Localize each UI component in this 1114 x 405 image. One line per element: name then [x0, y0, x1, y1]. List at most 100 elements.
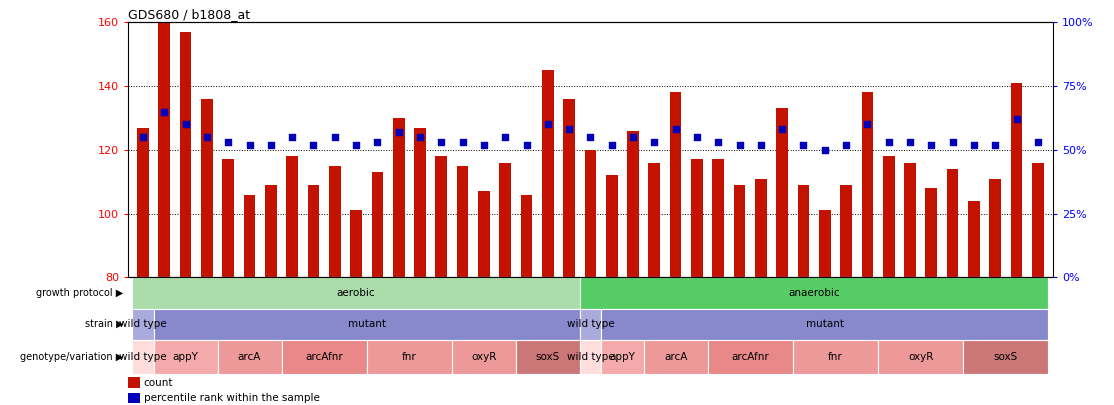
Bar [350, 211, 362, 277]
Bar [602, 309, 1048, 340]
Point [880, 139, 898, 145]
Bar [670, 92, 682, 277]
Point [453, 139, 471, 145]
Text: appY: appY [173, 352, 198, 362]
Bar [964, 340, 1048, 374]
Point [1007, 116, 1025, 122]
Point [666, 126, 684, 133]
Text: arcAfnr: arcAfnr [731, 352, 769, 362]
Bar [223, 160, 234, 277]
Bar [154, 340, 217, 374]
Bar [606, 175, 617, 277]
Bar [691, 160, 703, 277]
Bar [1010, 83, 1023, 277]
Point [1029, 139, 1047, 145]
Text: soxS: soxS [536, 352, 560, 362]
Bar [819, 211, 831, 277]
Text: fnr: fnr [402, 352, 417, 362]
Point [177, 121, 195, 128]
Bar [158, 22, 170, 277]
Point [283, 134, 301, 141]
Point [219, 139, 237, 145]
Point [815, 147, 833, 153]
Bar [282, 340, 367, 374]
Bar [541, 70, 554, 277]
Text: aerobic: aerobic [336, 288, 375, 298]
Text: fnr: fnr [828, 352, 843, 362]
Point [794, 141, 812, 148]
Point [582, 134, 599, 141]
Text: mutant: mutant [805, 319, 843, 329]
Point [859, 121, 877, 128]
Bar [1032, 163, 1044, 277]
Point [262, 141, 280, 148]
Bar [989, 179, 1001, 277]
Point [156, 109, 174, 115]
Bar [133, 340, 154, 374]
Point [688, 134, 706, 141]
Bar [133, 309, 154, 340]
Bar [627, 131, 639, 277]
Bar [371, 172, 383, 277]
Point [390, 129, 408, 135]
Text: GDS680 / b1808_at: GDS680 / b1808_at [128, 8, 251, 21]
Bar [793, 340, 878, 374]
Point [326, 134, 344, 141]
Bar [137, 128, 149, 277]
Point [965, 141, 983, 148]
Point [773, 126, 791, 133]
Text: arcA: arcA [238, 352, 262, 362]
Bar [179, 32, 192, 277]
Bar [452, 340, 516, 374]
Point [710, 139, 727, 145]
Bar [457, 166, 469, 277]
Bar [882, 156, 895, 277]
Bar [776, 109, 788, 277]
Bar [755, 179, 766, 277]
Point [901, 139, 919, 145]
Bar [878, 340, 964, 374]
Bar [648, 163, 661, 277]
Bar [734, 185, 745, 277]
Text: oxyR: oxyR [471, 352, 497, 362]
Point [369, 139, 387, 145]
Text: wild type: wild type [567, 352, 614, 362]
Point [986, 141, 1004, 148]
Point [539, 121, 557, 128]
Bar [947, 169, 958, 277]
Text: percentile rank within the sample: percentile rank within the sample [144, 393, 320, 403]
Bar [585, 150, 596, 277]
Point [134, 134, 152, 141]
Bar [217, 340, 282, 374]
Bar [436, 156, 447, 277]
Bar [564, 99, 575, 277]
Point [624, 134, 642, 141]
Bar [926, 188, 937, 277]
Point [432, 139, 450, 145]
Bar [329, 166, 341, 277]
Text: count: count [144, 377, 174, 388]
Point [497, 134, 515, 141]
Text: anaerobic: anaerobic [789, 288, 840, 298]
Text: arcAfnr: arcAfnr [305, 352, 343, 362]
Point [475, 141, 492, 148]
Text: genotype/variation ▶: genotype/variation ▶ [20, 352, 124, 362]
Bar [286, 156, 299, 277]
Bar [154, 309, 579, 340]
Bar [968, 201, 979, 277]
Point [518, 141, 536, 148]
Bar [478, 191, 490, 277]
Point [560, 126, 578, 133]
Bar [499, 163, 511, 277]
Point [198, 134, 216, 141]
Bar [707, 340, 793, 374]
Point [645, 139, 663, 145]
Bar [905, 163, 916, 277]
Point [241, 141, 258, 148]
Bar [414, 128, 426, 277]
Bar [128, 377, 140, 388]
Text: arcA: arcA [664, 352, 687, 362]
Bar [861, 92, 873, 277]
Point [731, 141, 749, 148]
Point [837, 141, 854, 148]
